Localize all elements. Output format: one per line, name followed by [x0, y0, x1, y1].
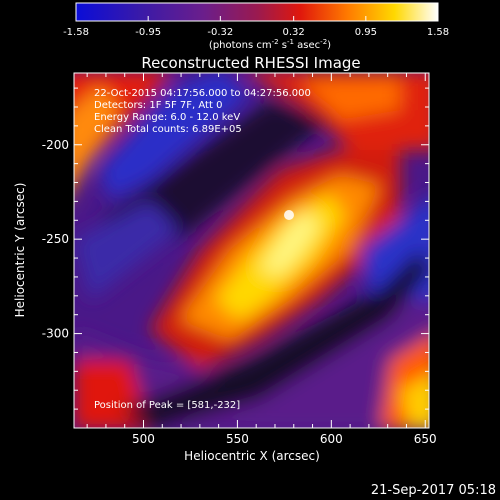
- colorbar-tick-label: 1.58: [427, 27, 449, 38]
- y-axis-ticks: -200 -250 -300: [42, 87, 429, 410]
- annotation-line: Energy Range: 6.0 - 12.0 keV: [94, 112, 240, 123]
- colorbar-tick-label: 0.95: [355, 27, 377, 38]
- annotation-line: 22-Oct-2015 04:17:56.000 to 04:27:56.000: [94, 88, 311, 99]
- x-axis-label: Heliocentric X (arcsec): [184, 449, 320, 463]
- x-tick-label: 500: [132, 432, 155, 446]
- y-axis-label: Heliocentric Y (arcsec): [13, 183, 27, 318]
- x-tick-label: 600: [320, 432, 343, 446]
- colorbar-units: (photons cm-2 s-1 asec-2): [209, 38, 331, 51]
- chart-title: Reconstructed RHESSI Image: [141, 54, 360, 72]
- colorbar-ticks: -1.58 -0.95 -0.32 0.32 0.95 1.58: [63, 16, 449, 38]
- y-tick-label: -300: [42, 327, 69, 341]
- colorbar-tick-label: -0.32: [207, 27, 233, 38]
- colorbar: -1.58 -0.95 -0.32 0.32 0.95 1.58 (photons cm-…: [63, 2, 449, 51]
- peak-label: Position of Peak = [581,-232]: [94, 400, 240, 411]
- colorbar-strip: [75, 2, 439, 22]
- plot-timestamp: 21-Sep-2017 05:18: [371, 483, 496, 498]
- colorbar-tick-label: -1.58: [63, 27, 89, 38]
- annotation-line: Detectors: 1F 5F 7F, Att 0: [94, 100, 222, 111]
- colorbar-tick-label: 0.32: [283, 27, 305, 38]
- y-tick-label: -250: [42, 232, 69, 246]
- heatmap-image: [74, 73, 429, 428]
- plot-frame: [73, 72, 430, 429]
- annotation-block: 22-Oct-2015 04:17:56.000 to 04:27:56.000…: [94, 88, 311, 135]
- x-tick-label: 550: [226, 432, 249, 446]
- y-tick-label: -200: [42, 138, 69, 152]
- x-axis-ticks: 500 550 600 650: [86, 73, 437, 446]
- annotation-line: Clean Total counts: 6.89E+05: [94, 124, 242, 135]
- peak-marker: [284, 210, 294, 220]
- x-tick-label: 650: [414, 432, 437, 446]
- colorbar-tick-label: -0.95: [135, 27, 161, 38]
